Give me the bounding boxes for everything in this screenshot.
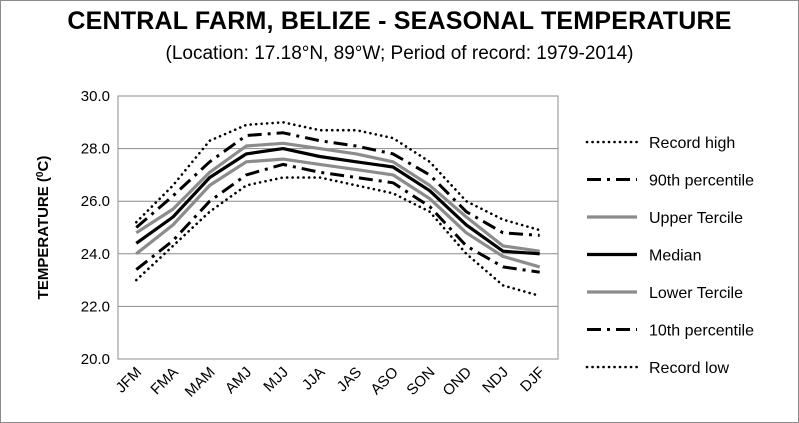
- y-tick-label: 22.0: [81, 298, 110, 315]
- x-tick-label: OND: [440, 364, 476, 400]
- series-line-record-low: [135, 176, 542, 298]
- x-tick-label: MAM: [182, 364, 219, 401]
- legend-label-upper-tercile: Upper Tercile: [649, 210, 743, 227]
- legend-label-lower-tercile: Lower Tercile: [649, 285, 743, 302]
- series-line-10th-percentile: [135, 162, 540, 274]
- y-tick-label: 24.0: [81, 246, 110, 263]
- series-line-median: [135, 147, 540, 256]
- y-tick-label: 26.0: [81, 193, 110, 210]
- y-axis-ticks: 20.0 22.0 24.0 26.0 28.0 30.0: [81, 88, 110, 368]
- legend-label-record-high: Record high: [649, 135, 735, 152]
- y-axis-label-main: TEMPERATURE (: [35, 177, 52, 299]
- y-tick-label: 30.0: [81, 88, 110, 105]
- x-tick-label: JJA: [299, 364, 329, 394]
- legend-label-10th-percentile: 10th percentile: [649, 323, 754, 340]
- x-tick-label: DJF: [517, 364, 548, 395]
- y-axis-label: TEMPERATURE (0C): [35, 156, 53, 300]
- x-tick-label: JFM: [113, 364, 146, 397]
- y-tick-label: 20.0: [81, 351, 110, 368]
- legend-label-record-low: Record low: [649, 360, 729, 377]
- series-line-lower-tercile: [135, 157, 541, 269]
- series-lines: [135, 121, 542, 298]
- plot-area: [117, 95, 559, 360]
- x-tick-label: FMA: [147, 364, 181, 398]
- x-tick-label: NDJ: [479, 364, 512, 397]
- x-tick-label: SON: [403, 364, 438, 399]
- chart-subtitle: (Location: 17.18°N, 89°W; Period of reco…: [165, 43, 634, 64]
- chart-title: CENTRAL FARM, BELIZE - SEASONAL TEMPERAT…: [67, 7, 732, 35]
- legend-label-90th-percentile: 90th percentile: [649, 173, 754, 190]
- x-tick-label: JAS: [334, 364, 365, 395]
- legend: Record high 90th percentile Upper Tercile M…: [585, 135, 754, 377]
- legend-label-median: Median: [649, 248, 701, 265]
- series-line-upper-tercile: [135, 141, 540, 253]
- y-axis-label-sup: 0: [35, 171, 46, 177]
- x-axis-ticks: JFM FMA MAM AMJ MJJ JJA JAS ASO SON OND NDJ DJF: [113, 364, 549, 401]
- x-tick-label: AMJ: [222, 364, 255, 397]
- y-tick-label: 28.0: [81, 141, 110, 158]
- x-tick-label: ASO: [367, 364, 401, 398]
- x-tick-label: MJJ: [260, 364, 291, 395]
- series-line-90th-percentile: [135, 131, 540, 237]
- y-axis-label-suffix: C): [35, 156, 52, 172]
- series-line-record-high: [135, 121, 542, 232]
